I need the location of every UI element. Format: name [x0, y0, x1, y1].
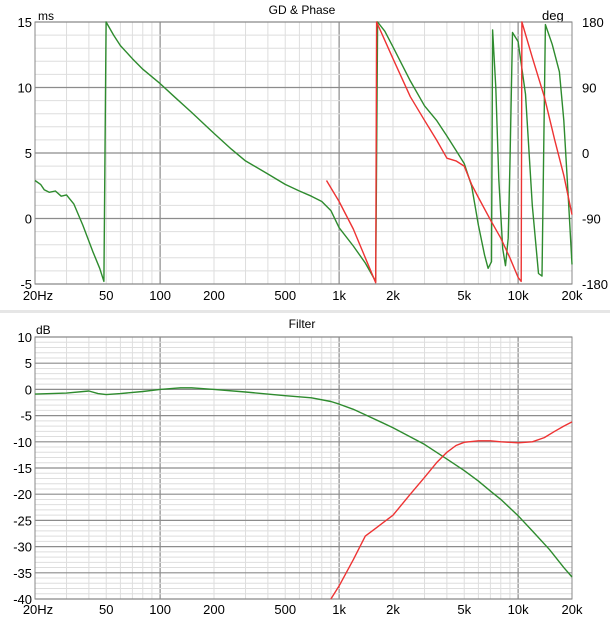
gd-y-right-tick-label: 0 — [582, 146, 589, 161]
gd-x-tick-label: 50 — [99, 288, 113, 303]
filter-series-green — [34, 387, 573, 578]
filter-y-tick-label: -25 — [13, 513, 32, 528]
gd-y-right-tick-label: -90 — [582, 212, 601, 227]
gd-x-tick-label: 20Hz — [23, 288, 53, 303]
filter-y-tick-label: -30 — [13, 540, 32, 555]
gd-phase-y-tick-labels-right: 180 90 0 -90 -180 — [582, 15, 608, 292]
filter-series-group — [34, 387, 573, 600]
gd-x-tick-label: 200 — [203, 288, 225, 303]
filter-title: Filter — [289, 317, 316, 331]
filter-x-tick-label: 200 — [203, 602, 225, 617]
gd-y-left-tick-label: 5 — [25, 146, 32, 161]
gd-y-right-tick-label: 180 — [582, 15, 604, 30]
gd-left-unit-label: ms — [38, 9, 54, 23]
gd-phase-series-group — [34, 21, 573, 284]
filter-unit-label: dB — [36, 323, 51, 337]
filter-y-tick-label: -40 — [13, 592, 32, 607]
filter-y-tick-label: -20 — [13, 487, 32, 502]
filter-y-tick-label: 10 — [18, 330, 32, 345]
filter-y-tick-label: -10 — [13, 435, 32, 450]
gd-y-right-tick-label: 90 — [582, 81, 596, 96]
filter-x-tick-label: 2k — [386, 602, 400, 617]
gd-y-left-tick-label: 10 — [18, 81, 32, 96]
gd-y-left-tick-label: 15 — [18, 15, 32, 30]
gd-x-tick-label: 500 — [274, 288, 296, 303]
filter-y-tick-label: -35 — [13, 566, 32, 581]
filter-x-tick-label: 5k — [457, 602, 471, 617]
gd-x-tick-label: 1k — [332, 288, 346, 303]
filter-series-red — [330, 421, 573, 600]
gd-phase-chart: GD & Phase ms deg 20Hz 50 100 200 500 1k 2k 5k 1… — [18, 3, 609, 303]
filter-plot-frame — [34, 336, 573, 600]
gd-x-tick-label: 5k — [457, 288, 471, 303]
filter-x-tick-label: 500 — [274, 602, 296, 617]
gd-x-tick-label: 100 — [149, 288, 171, 303]
filter-chart: Filter dB 20Hz 50 100 200 500 1k 2k 5k 10k 20k 10… — [13, 317, 583, 617]
gd-phase-plot-frame — [34, 21, 573, 285]
gd-x-tick-label: 2k — [386, 288, 400, 303]
filter-x-tick-label: 20Hz — [23, 602, 53, 617]
gd-phase-title: GD & Phase — [269, 3, 336, 17]
filter-gridlines — [35, 336, 572, 600]
gd-right-unit-label: deg — [542, 8, 564, 23]
filter-x-tick-label: 10k — [508, 602, 529, 617]
filter-y-tick-label: 0 — [25, 382, 32, 397]
gd-y-left-tick-label: 0 — [25, 212, 32, 227]
filter-x-tick-label: 20k — [562, 602, 583, 617]
gd-phase-y-tick-labels-left: 15 10 5 0 -5 — [18, 15, 32, 292]
gd-y-right-tick-label: -180 — [582, 277, 608, 292]
filter-x-tick-label: 1k — [332, 602, 346, 617]
filter-y-tick-label: -15 — [13, 461, 32, 476]
gd-x-tick-label: 20k — [562, 288, 583, 303]
filter-y-tick-labels: 10 5 0 -5 -10 -15 -20 -25 -30 -35 -40 — [13, 330, 32, 607]
filter-x-tick-labels: 20Hz 50 100 200 500 1k 2k 5k 10k 20k — [23, 602, 583, 617]
filter-x-tick-label: 50 — [99, 602, 113, 617]
chart-divider — [0, 310, 610, 313]
filter-y-tick-label: 5 — [25, 356, 32, 371]
filter-y-tick-label: -5 — [20, 409, 32, 424]
gd-phase-x-tick-labels: 20Hz 50 100 200 500 1k 2k 5k 10k 20k — [23, 288, 583, 303]
filter-x-tick-label: 100 — [149, 602, 171, 617]
gd-x-tick-label: 10k — [508, 288, 529, 303]
gd-y-left-tick-label: -5 — [20, 277, 32, 292]
gd-series-red — [325, 21, 573, 284]
